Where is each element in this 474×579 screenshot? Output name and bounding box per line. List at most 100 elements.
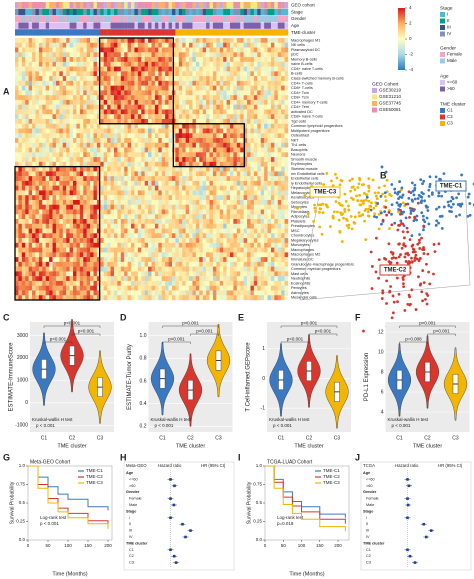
heatmap-cell — [229, 95, 234, 101]
heatmap-cell — [223, 276, 227, 282]
heatmap-cell — [229, 47, 234, 53]
heatmap-cell — [233, 95, 238, 101]
annotation-cell — [73, 2, 77, 9]
annotation-cell — [161, 29, 166, 36]
heatmap-cell — [117, 228, 121, 234]
heatmap-cell — [69, 185, 74, 191]
heatmap-cell — [110, 138, 115, 143]
heatmap-cell — [178, 266, 183, 272]
heatmap-cell — [250, 171, 255, 177]
heatmap-cell — [69, 42, 74, 48]
heatmap-cell — [185, 147, 190, 153]
heatmap-cell — [161, 61, 166, 67]
heatmap-cell — [83, 52, 87, 58]
heatmap-cell — [240, 280, 244, 286]
heatmap-cell — [253, 95, 258, 101]
heatmap-cell — [195, 76, 200, 82]
heatmap-cell — [158, 66, 162, 72]
heatmap-cell — [216, 57, 220, 63]
heatmap-cell — [18, 138, 23, 143]
heatmap-cell — [260, 190, 265, 196]
heatmap-cell — [270, 166, 275, 172]
heatmap-cell — [42, 128, 46, 134]
heatmap-cell — [281, 219, 285, 224]
annotation-cell — [223, 29, 227, 36]
annotation-cell — [103, 8, 108, 16]
heatmap-cell — [83, 285, 87, 291]
heatmap-cell — [83, 276, 87, 282]
heatmap-cell — [192, 214, 197, 220]
heatmap-cell — [113, 252, 118, 258]
annotation-cell — [250, 2, 255, 9]
heatmap-cell — [264, 271, 268, 277]
heatmap-cell — [253, 76, 258, 82]
heatmap-cell — [103, 90, 108, 96]
heatmap-cell — [124, 176, 128, 182]
heatmap-cell — [134, 228, 139, 234]
heatmap-cell — [151, 114, 156, 120]
heatmap-cell — [270, 199, 275, 205]
heatmap-cell — [212, 247, 217, 253]
heatmap-cell — [52, 123, 57, 129]
heatmap-cell — [148, 242, 152, 248]
heatmap-cell — [206, 95, 210, 101]
heatmap-cell — [69, 199, 74, 205]
annotation-cell — [243, 2, 248, 9]
heatmap-cell — [212, 228, 217, 234]
heatmap-cell — [175, 42, 179, 48]
heatmap-cell — [226, 290, 231, 296]
heatmap-cell — [59, 285, 63, 291]
heatmap-cell — [168, 138, 173, 143]
cell-label: CD8+ T-cells — [291, 86, 313, 90]
heatmap-cell — [219, 157, 224, 163]
heatmap-cell — [69, 152, 74, 158]
heatmap-cell — [52, 161, 57, 167]
heatmap-cell — [178, 142, 183, 148]
heatmap-cell — [107, 285, 111, 291]
heatmap-cell — [151, 95, 156, 101]
heatmap-cell — [76, 171, 81, 177]
heatmap-cell — [120, 114, 125, 120]
heatmap-cell — [151, 118, 156, 124]
legend-swatch — [440, 52, 445, 57]
heatmap-cell — [247, 242, 251, 248]
heatmap-cell — [79, 114, 84, 120]
heatmap-cell — [195, 171, 200, 177]
heatmap-cell — [52, 38, 57, 43]
annotation-cell — [236, 15, 241, 22]
annotation-cell — [212, 22, 217, 29]
heatmap-cell — [209, 95, 214, 101]
heatmap-cell — [209, 252, 214, 258]
heatmap-cell — [144, 219, 149, 224]
heatmap-cell — [100, 271, 104, 277]
heatmap-cell — [137, 271, 142, 277]
heatmap-cell — [182, 118, 186, 124]
annotation-cell — [284, 29, 289, 36]
heatmap-cell — [90, 214, 94, 220]
heatmap-cell — [134, 261, 139, 267]
heatmap-cell — [257, 118, 261, 124]
heatmap-cell — [253, 247, 258, 253]
heatmap-cell — [45, 295, 50, 301]
heatmap-cell — [226, 90, 231, 96]
heatmap-cell — [42, 238, 46, 244]
heatmap-cell — [141, 138, 145, 143]
heatmap-cell — [55, 147, 60, 153]
heatmap-cell — [137, 214, 142, 220]
heatmap-cell — [175, 52, 179, 58]
heatmap-cell — [274, 195, 278, 201]
heatmap-cell — [189, 47, 193, 53]
heatmap-cell — [195, 128, 200, 134]
heatmap-cell — [253, 57, 258, 63]
annotation-cell — [236, 2, 241, 9]
heatmap-cell — [240, 42, 244, 48]
heatmap-cell — [141, 157, 145, 163]
heatmap-cell — [260, 138, 265, 143]
heatmap-cell — [45, 233, 50, 239]
heatmap-cell — [199, 180, 203, 186]
heatmap-cell — [219, 285, 224, 291]
heatmap-cell — [42, 285, 46, 291]
heatmap-cell — [55, 195, 60, 201]
heatmap-cell — [154, 247, 159, 253]
heatmap-cell — [168, 71, 173, 77]
